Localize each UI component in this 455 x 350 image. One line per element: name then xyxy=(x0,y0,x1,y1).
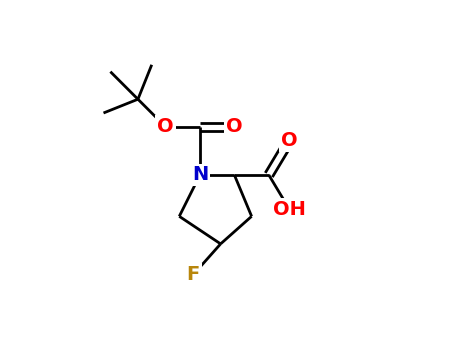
Text: O: O xyxy=(281,131,298,150)
Text: OH: OH xyxy=(273,200,306,219)
Text: F: F xyxy=(187,265,200,285)
Text: O: O xyxy=(157,117,174,136)
Text: N: N xyxy=(192,166,208,184)
Text: O: O xyxy=(226,117,243,136)
